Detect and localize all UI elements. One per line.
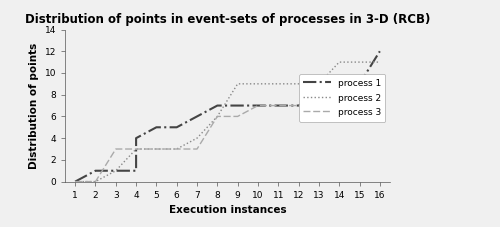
Title: Distribution of points in event-sets of processes in 3-D (RCB): Distribution of points in event-sets of …: [25, 12, 430, 26]
X-axis label: Execution instances: Execution instances: [168, 205, 286, 215]
Y-axis label: Distribution of points: Distribution of points: [29, 42, 39, 169]
Legend: process 1, process 2, process 3: process 1, process 2, process 3: [299, 74, 386, 122]
